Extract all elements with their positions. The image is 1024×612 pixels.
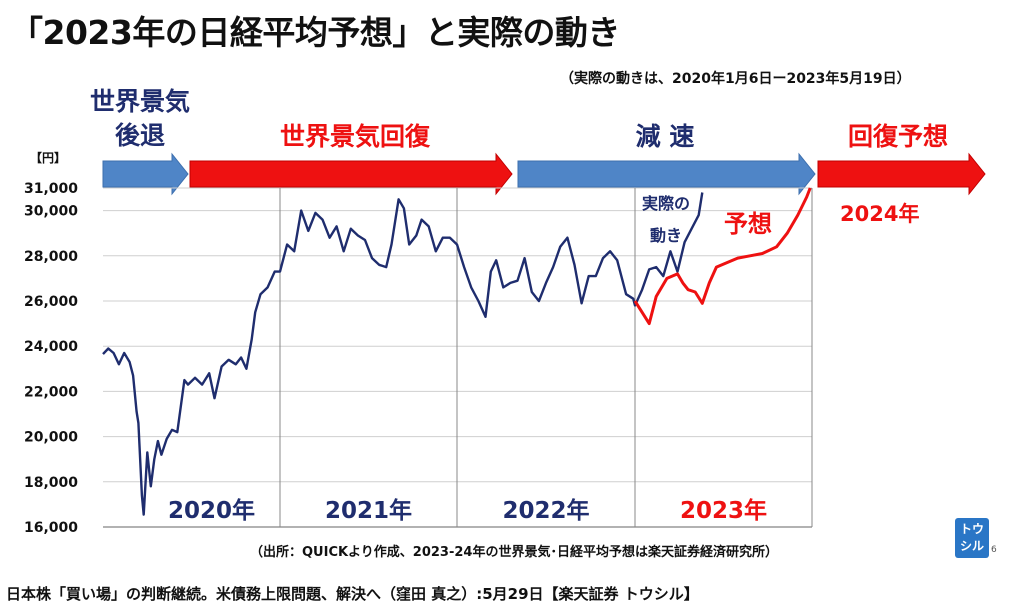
phase-arrows: [102, 152, 986, 196]
article-footer-title: 日本株「買い場」の判断継続。米債務上限問題、解決へ（窪田 真之）:5月29日【楽…: [6, 585, 699, 603]
forecast-series-line: [633, 187, 812, 326]
page-number: 6: [991, 545, 997, 555]
phase-label: 世界景気: [90, 87, 190, 116]
forecast-year-label: 2024年: [840, 202, 919, 226]
actual-series-label: 実際の: [642, 194, 690, 213]
year-dividers: [279, 188, 813, 527]
phase-label: 後退: [115, 121, 165, 150]
y-axis-unit: 【円】: [30, 150, 66, 165]
y-tick-label: 22,000: [24, 384, 78, 400]
series-lines: [102, 187, 812, 516]
phase-arrow: [817, 152, 986, 196]
y-tick-label: 28,000: [24, 249, 78, 265]
phase-arrow: [102, 152, 189, 196]
y-tick-label: 18,000: [24, 475, 78, 491]
phase-label: 減 速: [636, 122, 695, 151]
page-title: 「2023年の日経平均予想」と実際の動き: [10, 13, 620, 52]
year-label: 2020年: [168, 497, 255, 524]
y-tick-label: 20,000: [24, 430, 78, 446]
year-label: 2023年: [680, 497, 767, 524]
phase-arrow: [189, 152, 513, 196]
actual-series-line: [102, 192, 704, 516]
phase-label: 世界景気回復: [280, 122, 431, 151]
y-tick-label: 26,000: [24, 294, 78, 310]
toushiru-logo: トウシル: [955, 518, 989, 558]
source-note: （出所：QUICKより作成、2023-24年の世界景気･日経平均予想は楽天証券経…: [250, 544, 778, 560]
actual-series-label: 動き: [650, 226, 682, 245]
y-axis: 16,000 18,000 20,000 22,000 24,000 26,000 28,0…: [24, 181, 78, 536]
y-tick-label: 30,000: [24, 204, 78, 220]
year-label: 2022年: [502, 497, 589, 524]
year-label: 2021年: [325, 497, 412, 524]
y-tick-label: 16,000: [24, 520, 78, 536]
phase-label: 回復予想: [848, 122, 948, 151]
series-labels: 実際の動き 予想: [642, 194, 772, 245]
forecast-series-label: 予想: [724, 210, 772, 238]
y-tick-label: 24,000: [24, 339, 78, 355]
phase-arrow: [517, 152, 816, 196]
period-note: （実際の動きは、2020年1月6日ー2023年5月19日）: [560, 71, 911, 87]
y-tick-label: 31,000: [24, 181, 78, 197]
year-labels: 2020年 2021年 2022年 2023年: [168, 497, 767, 524]
